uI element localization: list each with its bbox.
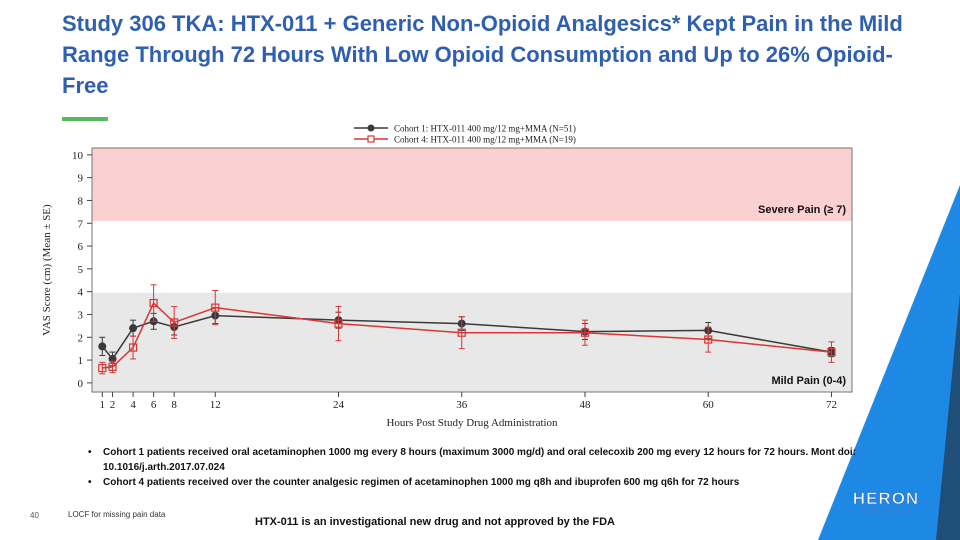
bullet-cohort-1: Cohort 1 patients received oral acetamin… xyxy=(88,445,868,475)
x-tick-label: 1 xyxy=(100,399,106,411)
logo-tagline: THERAPEUTICS xyxy=(859,509,913,515)
plot-frame xyxy=(91,147,853,393)
data-point-cohort-1 xyxy=(129,324,138,333)
y-tick-label: 3 xyxy=(78,309,84,321)
x-tick-label: 24 xyxy=(333,399,345,411)
legend-marker-1 xyxy=(367,124,375,132)
band-label-severe: Severe Pain (≥ 7) xyxy=(758,204,846,216)
data-point-cohort-4 xyxy=(128,343,138,352)
x-tick-label: 6 xyxy=(151,399,157,411)
y-tick-label: 4 xyxy=(78,287,84,299)
locf-note: LOCF for missing pain data xyxy=(68,510,166,519)
y-tick-label: 10 xyxy=(72,150,84,162)
x-tick-label: 12 xyxy=(210,399,221,411)
y-tick-label: 0 xyxy=(78,378,84,390)
logo-name: HERON xyxy=(852,489,920,508)
title-accent-line xyxy=(62,117,108,121)
y-tick-label: 9 xyxy=(78,173,84,185)
data-point-cohort-4 xyxy=(211,303,220,312)
data-point-cohort-4 xyxy=(827,347,836,357)
fda-disclaimer: HTX-011 is an investigational new drug a… xyxy=(255,516,615,528)
y-tick-label: 1 xyxy=(78,355,84,367)
data-point-cohort-4 xyxy=(334,319,343,328)
y-tick-label: 5 xyxy=(78,264,84,276)
legend-marker-2 xyxy=(367,135,375,143)
y-tick-label: 7 xyxy=(78,218,84,230)
band-label-mild: Mild Pain (0-4) xyxy=(771,375,846,387)
data-point-cohort-4 xyxy=(457,328,466,337)
x-tick-label: 4 xyxy=(130,399,136,411)
data-point-cohort-4 xyxy=(704,335,713,344)
data-point-cohort-4 xyxy=(98,363,107,373)
x-tick-label: 36 xyxy=(456,399,468,411)
x-axis-label: Hours Post Study Drug Administration xyxy=(386,417,558,429)
band-severe xyxy=(92,148,852,221)
x-tick-label: 72 xyxy=(826,399,837,411)
y-tick-label: 6 xyxy=(78,241,84,253)
heron-logo: HERON THERAPEUTICS xyxy=(838,489,934,516)
legend-label-1: Cohort 1: HTX-011 400 mg/12 mg+MMA (N=51… xyxy=(394,124,576,134)
page-number: 40 xyxy=(30,511,39,520)
data-point-cohort-1 xyxy=(98,342,107,351)
slide-title: Study 306 TKA: HTX-011 + Generic Non-Opi… xyxy=(62,11,903,98)
y-tick-label: 2 xyxy=(78,332,84,344)
y-axis-label: VAS Score (cm) (Mean ± SE) xyxy=(41,204,53,336)
footnote-bullets: Cohort 1 patients received oral acetamin… xyxy=(88,445,868,490)
data-point-cohort-4 xyxy=(149,298,158,308)
x-tick-label: 48 xyxy=(579,399,591,411)
x-tick-label: 60 xyxy=(703,399,715,411)
data-point-cohort-4 xyxy=(170,318,179,327)
bullet-cohort-4: Cohort 4 patients received over the coun… xyxy=(88,475,868,490)
x-tick-label: 2 xyxy=(110,399,116,411)
legend-label-2: Cohort 4: HTX-011 400 mg/12 mg+MMA (N=19… xyxy=(394,135,576,145)
x-tick-label: 8 xyxy=(171,399,177,411)
data-point-cohort-4 xyxy=(580,328,590,337)
data-point-cohort-4 xyxy=(108,362,117,372)
y-tick-label: 8 xyxy=(78,195,84,207)
